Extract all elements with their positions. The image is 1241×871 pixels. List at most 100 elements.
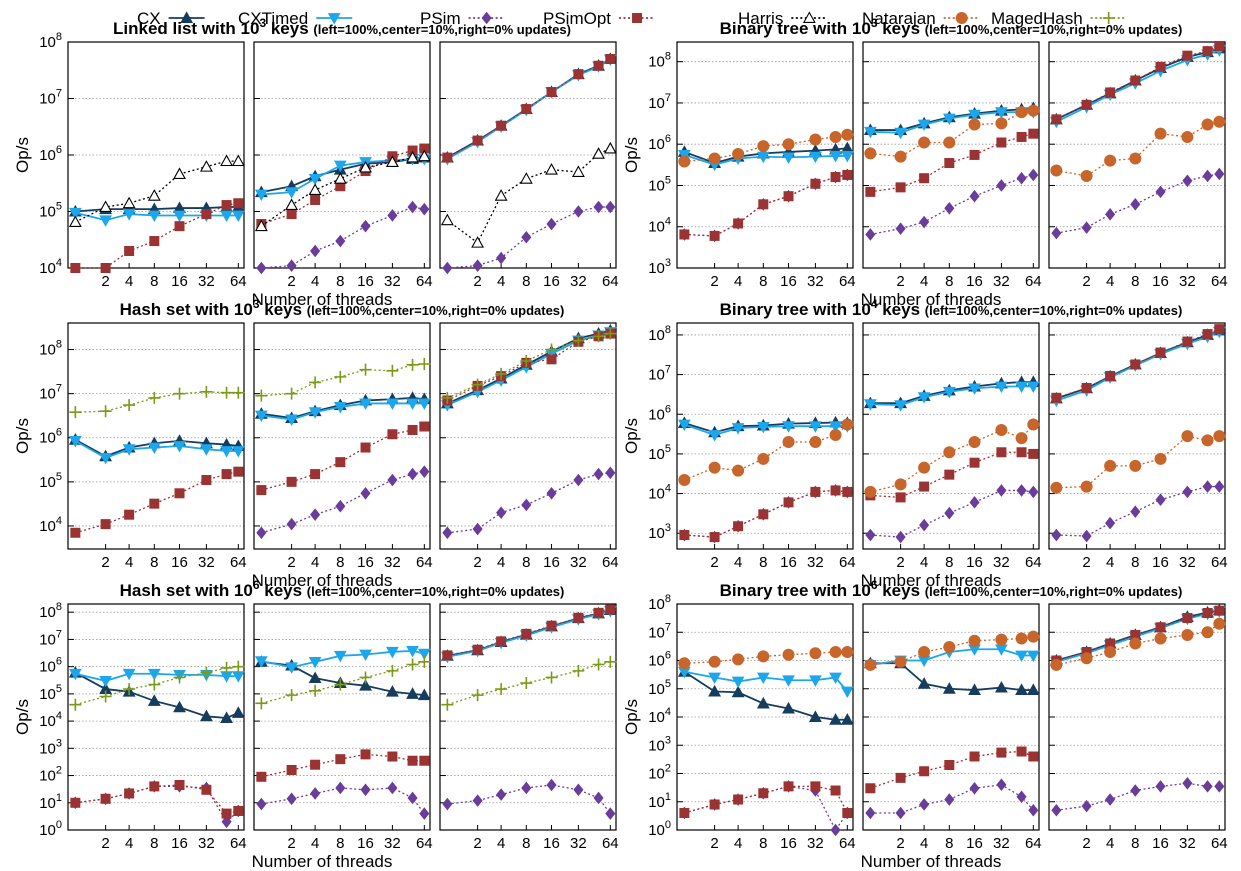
data-point	[68, 215, 82, 228]
series-line	[1056, 782, 1220, 811]
series-psim	[442, 778, 616, 820]
data-point	[1105, 208, 1116, 221]
series-psimopt	[256, 143, 430, 230]
y-tick-label: 101	[648, 791, 671, 811]
series-harris	[254, 149, 431, 232]
series-line	[261, 206, 425, 269]
data-point	[1081, 382, 1092, 393]
data-point	[605, 54, 616, 65]
data-point	[1213, 115, 1226, 128]
data-point	[1026, 381, 1040, 394]
data-point	[310, 194, 321, 205]
x-tick-label: 16	[357, 554, 374, 571]
data-point	[310, 469, 321, 480]
data-point	[69, 435, 82, 448]
data-point	[124, 509, 135, 520]
data-point	[1080, 169, 1093, 182]
data-point	[1081, 99, 1092, 110]
panel-right: 2 4 8 16 32 64	[439, 322, 619, 571]
x-tick-label: 64	[602, 835, 619, 852]
data-point	[829, 428, 842, 441]
data-point	[605, 807, 616, 820]
data-point	[149, 781, 160, 792]
data-point	[944, 469, 955, 480]
series-psim	[256, 465, 430, 540]
series-line	[261, 363, 425, 397]
x-tick-label: 32	[570, 835, 587, 852]
data-point	[1028, 803, 1039, 817]
data-point	[472, 644, 483, 655]
data-point	[387, 209, 398, 222]
x-tick-label: 2	[473, 273, 481, 290]
panel-right: 2 4 8 16 32 64	[1048, 40, 1228, 290]
series-psim	[865, 778, 1039, 820]
data-point	[99, 452, 112, 465]
x-tick-label: 16	[1152, 273, 1169, 290]
data-point	[894, 478, 907, 491]
data-point	[758, 509, 769, 520]
data-point	[944, 759, 955, 770]
x-tick-label: 2	[896, 835, 904, 852]
series-cxtimed	[255, 645, 431, 674]
data-point	[442, 152, 453, 163]
data-point	[418, 655, 431, 668]
data-point	[417, 398, 431, 410]
data-point	[1027, 418, 1040, 431]
data-point	[406, 687, 419, 699]
data-point	[810, 486, 821, 497]
x-tick-label: 32	[1179, 554, 1196, 571]
data-point	[417, 149, 431, 162]
x-tick-label: 16	[966, 554, 983, 571]
data-point	[147, 694, 161, 706]
data-point	[148, 678, 161, 691]
data-point	[99, 405, 112, 418]
data-point	[521, 781, 532, 795]
data-point	[440, 213, 454, 226]
data-point	[1202, 329, 1213, 340]
y-tick-label: 105	[39, 201, 62, 221]
data-point	[1181, 628, 1194, 641]
series-cxtimed	[69, 435, 245, 465]
data-point	[593, 791, 604, 805]
data-point	[100, 263, 111, 273]
data-point	[1214, 167, 1225, 181]
data-point	[1213, 617, 1226, 630]
y-tick-label: 102	[648, 763, 671, 783]
data-point	[841, 128, 854, 141]
data-point	[220, 711, 233, 723]
data-point	[1016, 447, 1027, 458]
data-point	[147, 668, 161, 681]
x-tick-label: 16	[780, 554, 797, 571]
series-psim	[256, 781, 430, 820]
data-point	[783, 191, 794, 202]
data-point	[731, 685, 745, 698]
data-point	[1105, 516, 1116, 530]
data-point	[233, 198, 244, 209]
data-point	[496, 788, 507, 801]
x-tick-label: 4	[125, 273, 133, 290]
data-point	[1028, 485, 1039, 499]
x-axis-label: Number of threads	[861, 290, 1002, 309]
series-magedhash	[255, 358, 431, 402]
data-point	[943, 641, 956, 654]
data-point	[122, 444, 136, 456]
y-tick-label: 100	[39, 819, 62, 839]
data-point	[406, 658, 419, 671]
data-point	[360, 442, 371, 453]
y-tick-label: 107	[39, 88, 62, 108]
series-psimopt	[70, 466, 244, 538]
data-point	[731, 676, 745, 689]
data-point	[521, 230, 532, 244]
x-tick-label: 2	[896, 554, 904, 571]
x-tick-label: 64	[416, 554, 433, 571]
x-tick-label: 64	[416, 273, 433, 290]
data-point	[546, 486, 557, 500]
data-point	[756, 421, 770, 434]
data-point	[593, 467, 604, 481]
data-point	[1130, 359, 1141, 370]
x-tick-label: 8	[522, 554, 530, 571]
x-tick-label: 64	[1211, 273, 1228, 290]
x-tick-label: 16	[543, 273, 560, 290]
data-point	[69, 406, 82, 419]
chart-5: Hash set with 106 keys (left=100%,center…	[13, 578, 619, 871]
